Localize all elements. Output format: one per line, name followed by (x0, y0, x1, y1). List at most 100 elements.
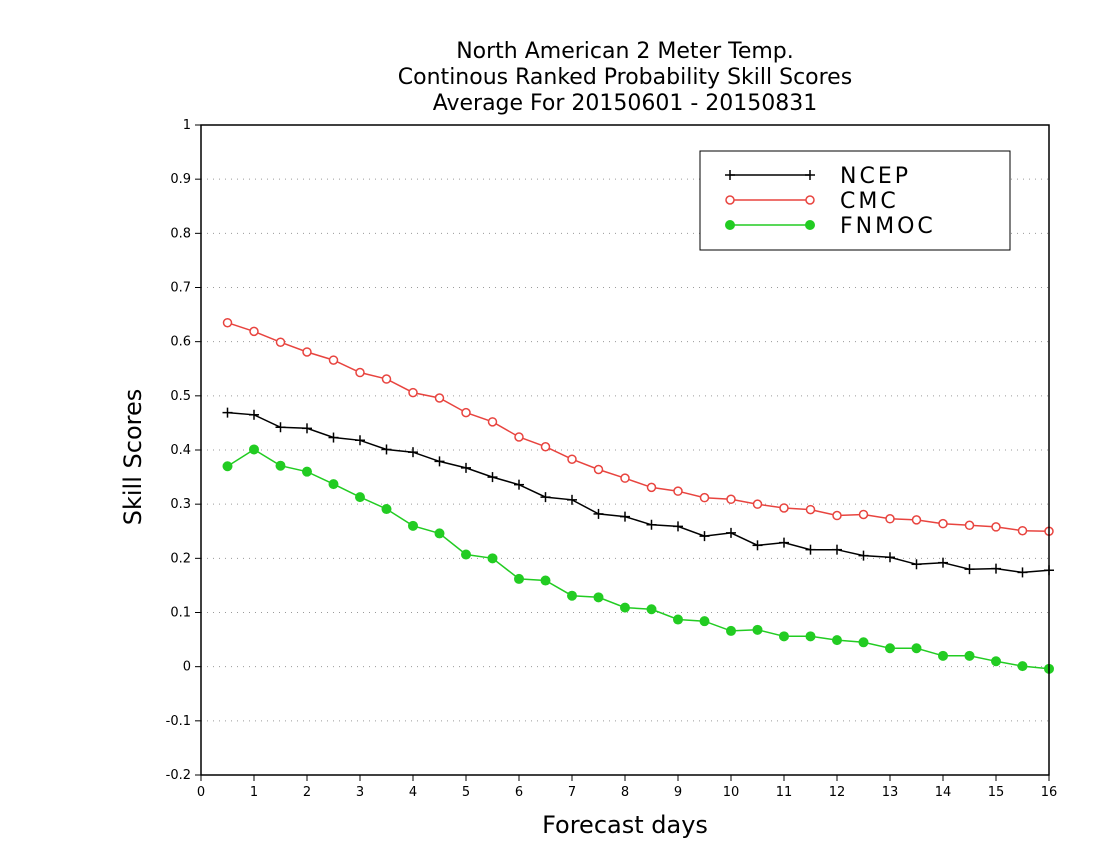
fnmoc-point (381, 504, 392, 515)
cmc-point (964, 520, 975, 531)
x-tick-label: 14 (935, 785, 952, 800)
y-tick-label: 0.5 (170, 389, 191, 404)
fnmoc-point (567, 590, 577, 601)
ncep-point (779, 537, 789, 548)
cmc-point (938, 518, 948, 529)
ncep-point (832, 544, 842, 555)
y-tick-label: 0.4 (170, 443, 191, 458)
ncep-point (885, 552, 895, 563)
title-line-3: Average For 20150601 - 20150831 (433, 91, 818, 116)
x-tick-label: 13 (882, 785, 899, 800)
ncep-point (1017, 567, 1028, 578)
y-tick-label: -0.1 (166, 714, 191, 729)
ncep-point (991, 563, 1001, 574)
fnmoc-point (461, 549, 471, 560)
y-tick-label: 0.1 (170, 606, 191, 621)
fnmoc-point (328, 479, 339, 490)
cmc-point (567, 454, 577, 464)
fnmoc-point (858, 637, 869, 648)
cmc-point (302, 347, 312, 357)
x-tick-label: 3 (356, 785, 364, 800)
legend-marker (725, 195, 735, 205)
ncep-point (699, 531, 710, 542)
fnmoc-point (593, 592, 604, 603)
fnmoc-point (434, 528, 445, 539)
fnmoc-point (222, 461, 233, 472)
fnmoc-point (991, 656, 1001, 667)
fnmoc-point (355, 492, 365, 503)
cmc-point (355, 367, 365, 378)
ncep-point (964, 564, 975, 575)
fnmoc-point (911, 643, 922, 654)
x-tick-label: 12 (829, 785, 846, 800)
ncep-point (593, 508, 604, 519)
legend-item-ncep: NCEP (725, 164, 908, 189)
y-tick-label: 0.7 (170, 281, 191, 296)
x-axis-label: Forecast days (542, 811, 708, 839)
legend-item-fnmoc: FNMOC (725, 214, 936, 239)
fnmoc-point (699, 616, 710, 627)
cmc-point (991, 522, 1001, 532)
series-layer (222, 317, 1054, 674)
ncep-point (302, 423, 312, 434)
legend-marker (805, 195, 815, 205)
series-cmc (222, 317, 1054, 536)
fnmoc-point (805, 631, 816, 642)
y-axis-label: Skill Scores (119, 389, 147, 526)
fnmoc-point (832, 635, 842, 646)
legend-marker (805, 170, 815, 180)
cmc-point (858, 509, 869, 520)
ncep-point (434, 456, 445, 467)
fnmoc-point (514, 573, 524, 584)
ncep-point (275, 422, 286, 433)
cmc-point (514, 432, 524, 442)
cmc-point (779, 503, 789, 513)
legend-marker (805, 220, 815, 230)
cmc-point (540, 442, 551, 452)
ncep-point (408, 447, 418, 458)
fnmoc-point (620, 602, 630, 613)
ncep-point (858, 550, 869, 561)
ncep-point (328, 432, 339, 443)
x-tick-label: 10 (723, 785, 740, 800)
ncep-point (355, 435, 365, 446)
cmc-point (275, 337, 286, 347)
y-tick-label: 0.8 (170, 226, 191, 241)
cmc-point (752, 499, 763, 509)
fnmoc-point (752, 624, 763, 635)
legend-label: FNMOC (840, 214, 936, 239)
cmc-point (408, 387, 418, 398)
x-tick-label: 9 (674, 785, 682, 800)
title-line-2: Continous Ranked Probability Skill Score… (398, 65, 852, 90)
chart-title: North American 2 Meter Temp. Continous R… (398, 39, 852, 116)
axes: -0.2-0.100.10.20.30.40.50.60.70.80.910 1 2… (166, 118, 1058, 800)
cmc-point (646, 482, 657, 493)
ncep-point (646, 519, 657, 530)
ncep-point (752, 540, 763, 551)
cmc-point (487, 417, 498, 427)
ncep-point (938, 557, 948, 568)
plot-frame (200, 124, 1050, 776)
y-tick-label: 1 (183, 118, 191, 133)
series-ncep (222, 407, 1054, 578)
ncep-point (911, 559, 922, 570)
y-tick-label: 0.3 (170, 497, 191, 512)
fnmoc-point (964, 650, 975, 661)
cmc-point (434, 393, 445, 403)
series-fnmoc (222, 444, 1054, 674)
cmc-point (832, 510, 842, 521)
ncep-point (726, 527, 736, 538)
y-tick-label: 0.2 (170, 551, 191, 566)
ncep-point (381, 444, 392, 455)
legend-marker (725, 220, 735, 230)
ncep-point (461, 462, 471, 473)
ncep-point (540, 492, 551, 503)
fnmoc-point (779, 631, 789, 642)
fnmoc-point (885, 643, 895, 654)
ncep-point (514, 479, 524, 490)
y-tick-label: -0.2 (166, 768, 191, 783)
cmc-point (620, 473, 630, 483)
cmc-point (805, 504, 816, 515)
ncep-point (805, 544, 816, 555)
